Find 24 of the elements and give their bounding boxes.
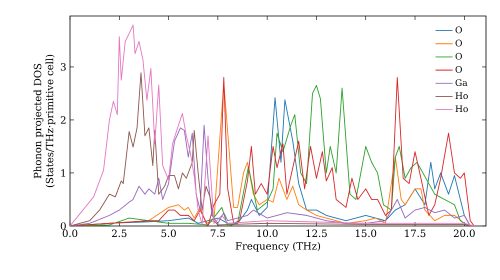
line-series	[70, 24, 475, 226]
x-tick-label: 17.5	[405, 230, 426, 238]
legend-label: Ga	[456, 79, 468, 86]
y-tick-label: 2	[60, 116, 66, 124]
x-tick-label: 2.5	[112, 230, 126, 238]
legend-label: O	[456, 66, 462, 73]
line-series	[70, 124, 471, 226]
legend-label: Ho	[456, 105, 468, 112]
x-tick-label: 20.0	[454, 230, 475, 238]
y-tick-label: 1	[61, 169, 66, 177]
x-tick-label: 12.5	[306, 230, 327, 238]
x-tick-label: 10.0	[257, 230, 278, 238]
x-tick-label: 0.0	[62, 230, 78, 238]
x-tick-label: 5.0	[161, 230, 176, 238]
y-tick-label: 3	[60, 63, 66, 71]
x-tick-label: 7.5	[210, 230, 226, 237]
legend-label: Ho	[456, 92, 468, 100]
legend-label: O	[456, 26, 462, 34]
legend-label: O	[456, 52, 462, 60]
x-tick-label: 15.0	[356, 230, 376, 238]
x-axis-title: Frequency (THz)	[236, 242, 320, 252]
legend-label: O	[456, 40, 462, 46]
y-tick-label: 0	[60, 222, 66, 230]
y-axis-title: Phonon projected DOS (States/THz·primitive cell)	[34, 54, 56, 188]
